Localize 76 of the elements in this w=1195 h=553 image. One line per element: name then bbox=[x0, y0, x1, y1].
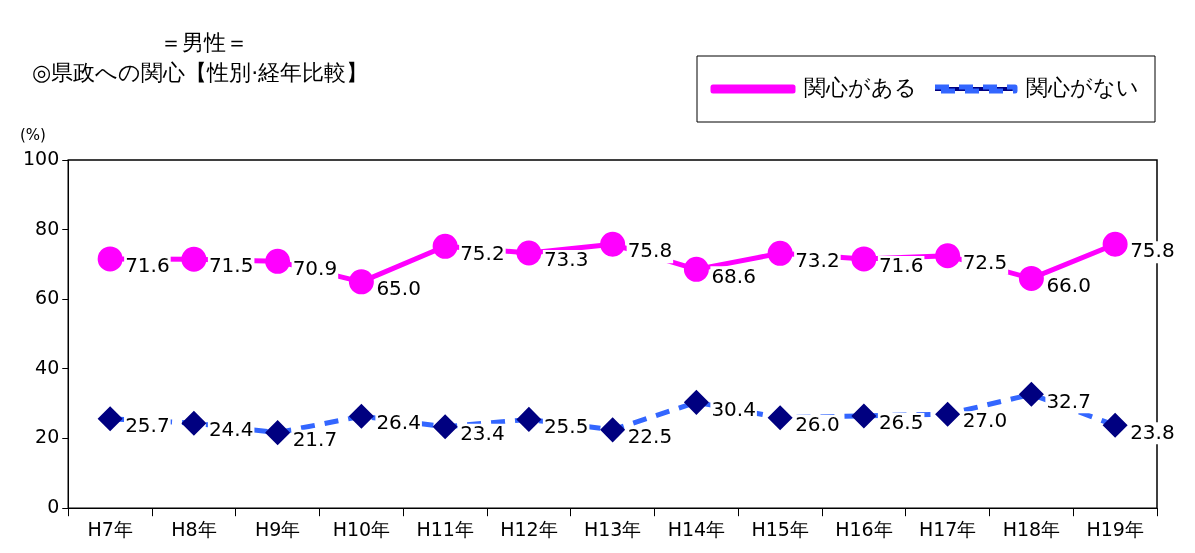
data-label: 27.0 bbox=[962, 408, 1008, 433]
data-label: 68.6 bbox=[711, 263, 756, 288]
data-label: 30.4 bbox=[711, 396, 756, 421]
y-tick-label: 0 bbox=[47, 495, 60, 518]
x-tick-label: H18年 bbox=[1002, 517, 1061, 540]
point bbox=[935, 243, 961, 269]
data-label: 66.0 bbox=[1046, 272, 1091, 297]
data-label: 23.8 bbox=[1130, 419, 1175, 444]
x-tick-label: H14年 bbox=[667, 517, 726, 540]
point bbox=[601, 418, 625, 442]
point bbox=[266, 421, 290, 445]
data-label: 70.9 bbox=[292, 255, 338, 280]
data-label: 71.6 bbox=[125, 253, 170, 278]
point bbox=[265, 248, 291, 274]
point bbox=[517, 407, 541, 431]
y-tick-label: 60 bbox=[35, 286, 60, 309]
data-label: 26.4 bbox=[376, 410, 421, 435]
data-label: 72.5 bbox=[962, 249, 1008, 274]
data-label: 71.5 bbox=[208, 253, 254, 278]
x-tick-label: H12年 bbox=[500, 517, 558, 540]
data-label: 75.8 bbox=[627, 238, 673, 263]
data-label: 23.4 bbox=[460, 420, 505, 445]
x-tick-label: H19年 bbox=[1086, 517, 1144, 540]
x-tick-label: H16年 bbox=[835, 517, 893, 540]
point bbox=[600, 231, 626, 257]
point bbox=[97, 246, 123, 272]
data-label: 73.2 bbox=[795, 247, 840, 272]
point bbox=[1019, 382, 1043, 406]
point bbox=[852, 404, 876, 428]
data-label: 32.7 bbox=[1046, 388, 1091, 413]
point bbox=[348, 269, 374, 295]
point bbox=[432, 233, 458, 259]
point bbox=[349, 404, 373, 428]
point bbox=[1102, 231, 1128, 257]
x-tick-label: H7年 bbox=[87, 517, 133, 540]
point bbox=[683, 256, 709, 282]
point bbox=[98, 407, 122, 431]
chart-subtitle: ＝男性＝ bbox=[160, 29, 248, 57]
data-label: 25.7 bbox=[125, 412, 170, 437]
legend-label: 関心がない bbox=[1026, 74, 1139, 100]
legend-label: 関心がある bbox=[804, 74, 917, 100]
point bbox=[182, 411, 206, 435]
x-tick-label: H8年 bbox=[171, 517, 217, 540]
point bbox=[1018, 265, 1044, 291]
y-axis-title: (%) bbox=[20, 126, 46, 144]
point bbox=[433, 415, 457, 439]
x-tick-label: H17年 bbox=[918, 517, 977, 540]
point bbox=[768, 406, 792, 430]
data-label: 24.4 bbox=[208, 417, 254, 442]
data-label: 22.5 bbox=[627, 424, 673, 449]
point bbox=[684, 390, 708, 414]
data-label: 26.0 bbox=[795, 411, 840, 436]
x-tick-label: H9年 bbox=[254, 517, 301, 540]
x-tick-label: H10年 bbox=[332, 517, 391, 540]
point bbox=[516, 240, 542, 266]
data-label: 25.5 bbox=[543, 413, 589, 438]
x-tick-label: H11年 bbox=[416, 517, 474, 540]
data-label: 75.2 bbox=[460, 240, 505, 265]
y-tick-label: 20 bbox=[35, 425, 60, 448]
chart-title: ◎県政への関心【性別·経年比較】 bbox=[32, 59, 369, 87]
data-label: 21.7 bbox=[292, 426, 338, 451]
y-tick-label: 100 bbox=[23, 146, 60, 169]
x-tick-label: H15年 bbox=[751, 517, 809, 540]
data-label: 73.3 bbox=[543, 247, 589, 272]
point bbox=[181, 246, 207, 272]
data-label: 75.8 bbox=[1130, 238, 1175, 263]
y-tick-label: 80 bbox=[35, 216, 60, 239]
point bbox=[767, 240, 793, 266]
point bbox=[1103, 413, 1127, 437]
data-label: 71.6 bbox=[878, 253, 924, 278]
y-tick-label: 40 bbox=[35, 355, 60, 378]
data-label: 65.0 bbox=[376, 276, 421, 301]
data-label: 26.5 bbox=[878, 410, 924, 435]
point bbox=[936, 402, 960, 426]
point bbox=[851, 246, 877, 272]
x-tick-label: H13年 bbox=[583, 517, 642, 540]
